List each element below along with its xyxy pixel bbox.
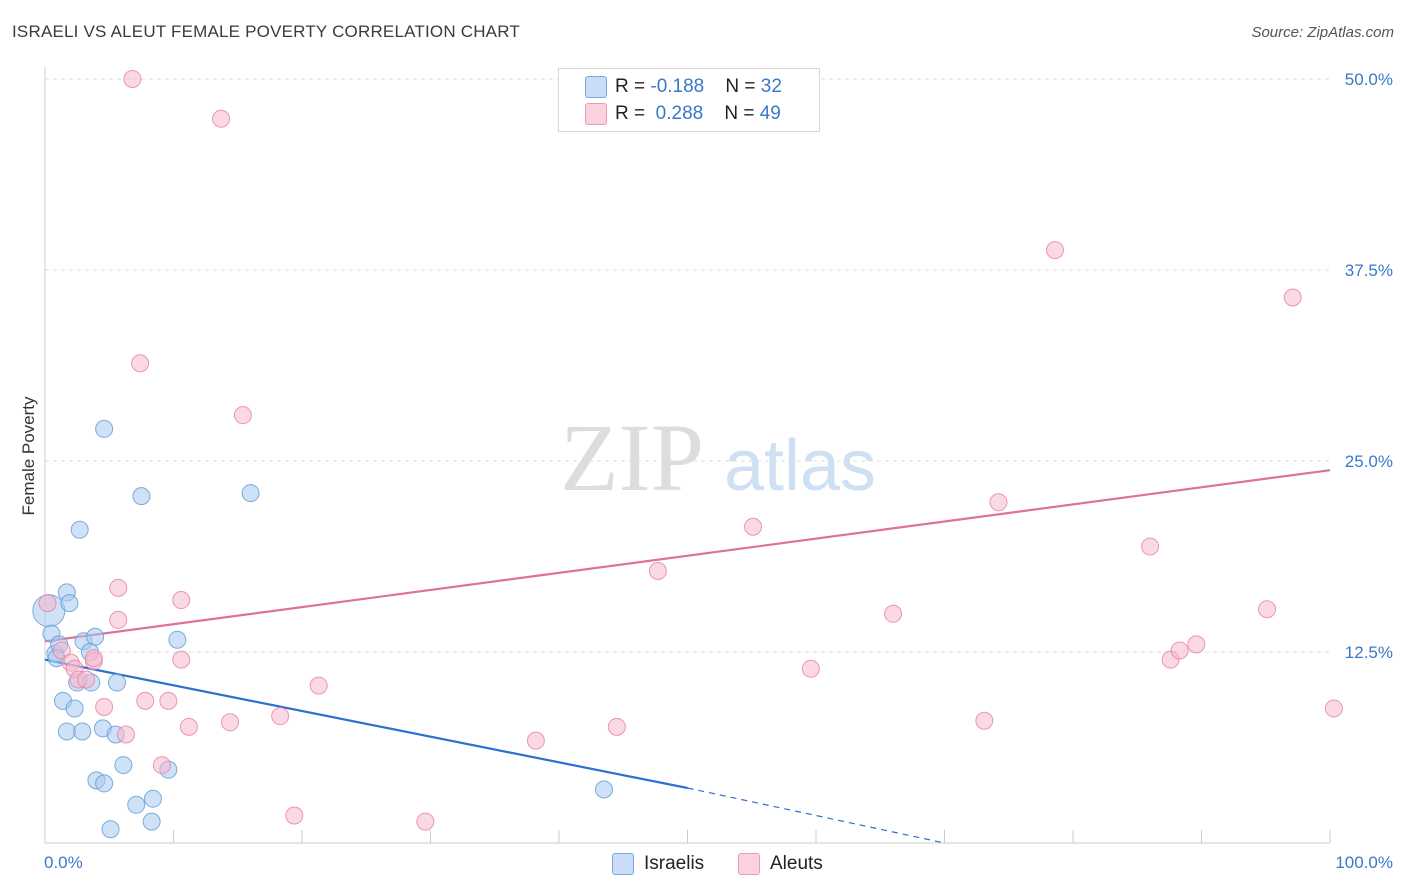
legend-item-aleuts[interactable]: Aleuts [738, 850, 823, 878]
israelis-point [168, 630, 187, 649]
y-tick-label: 37.5% [1345, 261, 1393, 280]
aleuts-point [172, 591, 191, 610]
israelis-trend-line [44, 658, 688, 790]
aleuts-point [1283, 288, 1302, 307]
aleuts-point [116, 725, 135, 744]
n-label: N = [725, 76, 761, 97]
series-legend: Israelis Aleuts [0, 850, 1406, 878]
aleuts-point [95, 698, 114, 717]
israelis-point [594, 780, 613, 799]
aleuts-point [52, 641, 71, 660]
israelis-point [95, 774, 114, 793]
aleuts-point [309, 676, 328, 695]
grid-lines [45, 78, 1330, 653]
aleuts-point [271, 707, 290, 726]
stats-legend: R = -0.188 N = 32 R = 0.288 N = 49 [558, 68, 820, 132]
aleuts-point [123, 70, 142, 88]
israelis-point [86, 627, 105, 646]
aleuts-point [285, 806, 304, 825]
israelis-point [70, 520, 89, 539]
y-tick-label: 50.0% [1345, 70, 1393, 89]
aleuts-point [233, 406, 252, 425]
source-label: Source: ZipAtlas.com [1251, 24, 1394, 41]
watermark-zip: ZIP [560, 404, 704, 511]
aleuts-point [136, 691, 155, 710]
israelis-point [65, 699, 84, 718]
aleuts-point [975, 711, 994, 730]
y-tick-label: 25.0% [1345, 452, 1393, 471]
x-tick-label: 100.0% [1335, 853, 1393, 872]
aleuts-point [1170, 641, 1189, 660]
israelis-point [241, 484, 260, 503]
r-label: R = [615, 103, 651, 124]
israelis-point [73, 722, 92, 741]
israelis-point [60, 594, 79, 613]
israelis-point [107, 673, 126, 692]
aleuts-point [1324, 699, 1343, 718]
aleuts-point [607, 717, 626, 736]
aleuts-point [884, 604, 903, 623]
axes [44, 67, 1331, 844]
tick-labels: 12.5% 25.0% 37.5% 50.0% 0.0% 100.0% [44, 70, 1393, 872]
aleuts-point [526, 731, 545, 750]
israelis-swatch [585, 76, 607, 98]
aleuts-point [221, 713, 240, 732]
israelis-point [132, 487, 151, 506]
aleuts-point [1141, 537, 1160, 556]
n-value: 49 [759, 103, 781, 124]
x-tick-label: 0.0% [44, 853, 83, 872]
israelis-point [142, 812, 161, 831]
aleuts-point [109, 610, 128, 629]
watermark-atlas: atlas [724, 426, 876, 506]
aleuts-point [1046, 241, 1065, 260]
legend-label-aleuts: Aleuts [770, 853, 823, 874]
israelis-point [114, 756, 133, 775]
aleuts-point [131, 354, 150, 373]
n-value: 32 [760, 76, 782, 97]
aleuts-point [744, 517, 763, 536]
aleuts-point [179, 717, 198, 736]
watermark: ZIP atlas [560, 404, 876, 511]
aleuts-swatch [738, 853, 760, 875]
israelis-point [143, 789, 162, 808]
aleuts-point [1187, 635, 1206, 654]
aleuts-point [159, 691, 178, 710]
aleuts-swatch [585, 103, 607, 125]
legend-label-israelis: Israelis [644, 853, 705, 874]
aleuts-point [416, 812, 435, 831]
israelis-point [101, 820, 120, 839]
aleuts-point [109, 578, 128, 597]
israelis-swatch [612, 853, 634, 875]
r-value: 0.288 [650, 103, 704, 124]
y-tick-label: 12.5% [1345, 643, 1393, 662]
aleuts-point [172, 650, 191, 669]
aleuts-point [152, 756, 171, 775]
israelis-point [57, 722, 76, 741]
chart-title: ISRAELI VS ALEUT FEMALE POVERTY CORRELAT… [12, 22, 520, 41]
israelis-point [95, 419, 114, 438]
aleuts-point [77, 670, 96, 689]
r-value: -0.188 [650, 76, 705, 97]
aleuts-point [84, 649, 103, 668]
n-label: N = [724, 103, 760, 124]
aleuts-point [801, 659, 820, 678]
aleuts-point [989, 493, 1008, 512]
aleuts-point [38, 594, 57, 613]
legend-item-israelis[interactable]: Israelis [612, 850, 704, 878]
aleuts-point [1258, 600, 1277, 619]
aleuts-point [212, 109, 231, 128]
israelis-point [127, 795, 146, 814]
y-axis-label: Female Poverty [19, 396, 38, 516]
aleuts-point [648, 562, 667, 581]
data-points [32, 70, 1343, 839]
r-label: R = [615, 76, 651, 97]
trend-lines [44, 469, 1331, 844]
aleuts-trend-line [44, 469, 1331, 643]
